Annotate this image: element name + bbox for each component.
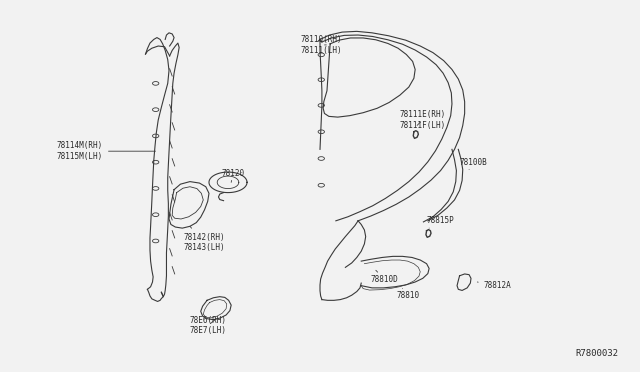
Text: 78142(RH)
78143(LH): 78142(RH) 78143(LH)	[184, 226, 225, 253]
Text: 78114M(RH)
78115M(LH): 78114M(RH) 78115M(LH)	[57, 141, 156, 161]
Text: 78111E(RH)
78111F(LH): 78111E(RH) 78111F(LH)	[399, 110, 445, 130]
Text: 78812A: 78812A	[477, 281, 511, 290]
Text: 78815P: 78815P	[427, 216, 454, 228]
Text: 78810: 78810	[396, 289, 419, 301]
Text: 78E6(RH)
78E7(LH): 78E6(RH) 78E7(LH)	[190, 315, 227, 335]
Text: 78810D: 78810D	[371, 270, 399, 284]
Text: 78110(RH)
78111(LH): 78110(RH) 78111(LH)	[301, 35, 342, 55]
Text: 78100B: 78100B	[460, 158, 487, 170]
Text: R7800032: R7800032	[575, 349, 618, 358]
Text: 78120: 78120	[221, 169, 244, 182]
